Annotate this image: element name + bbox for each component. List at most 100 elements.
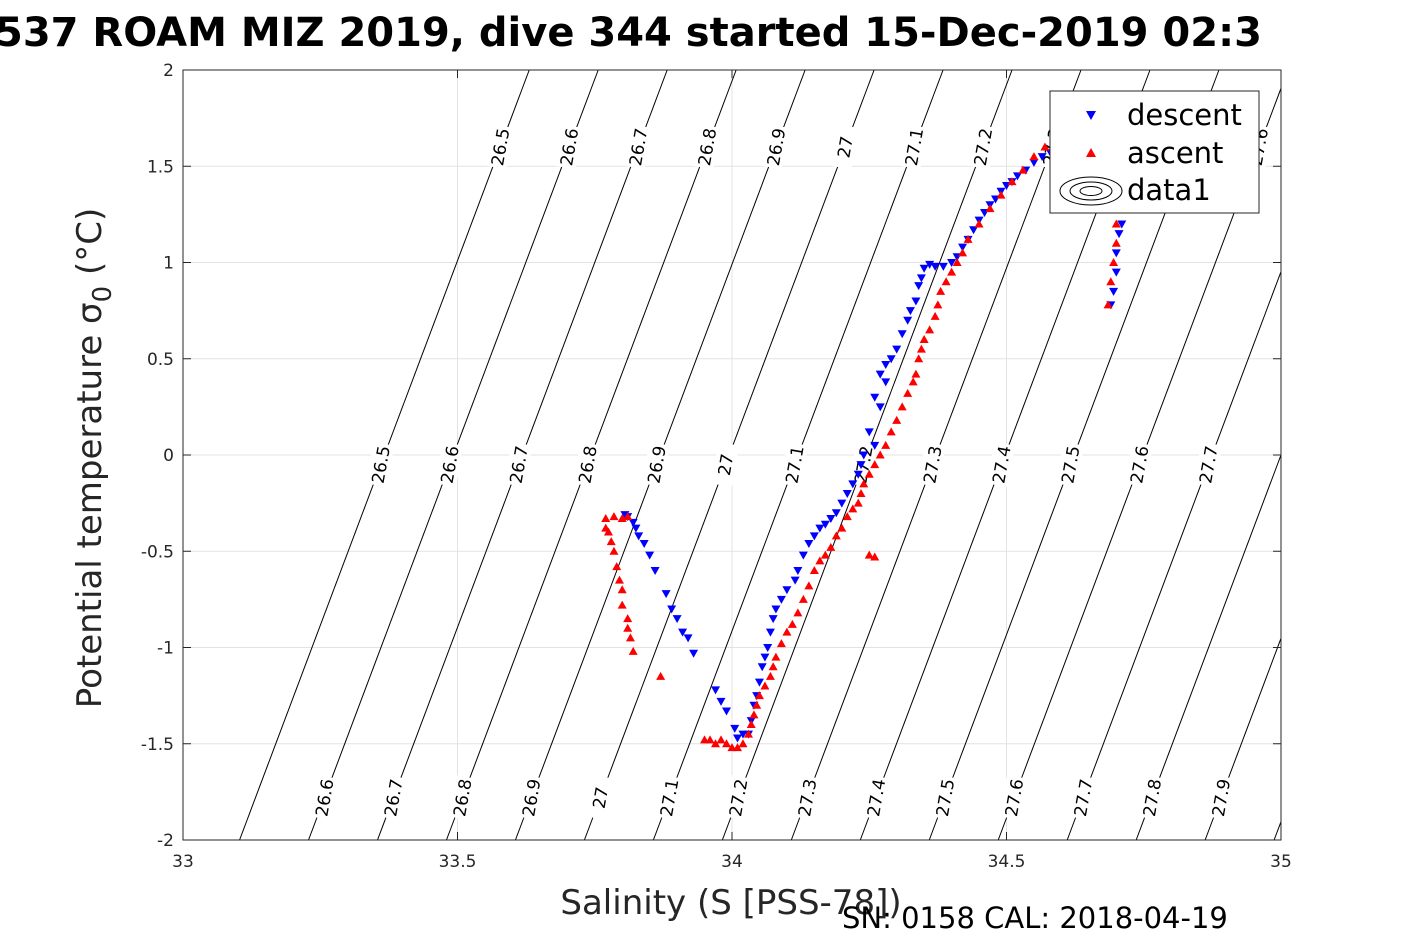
descent-point: [1111, 268, 1121, 277]
descent-point: [1117, 220, 1127, 229]
ascent-point: [722, 739, 732, 748]
ascent-point: [925, 325, 935, 334]
ascent-point: [760, 681, 770, 690]
ascent-point: [656, 671, 666, 680]
ascent-point: [870, 460, 880, 469]
y-tick-label: 0.5: [147, 350, 174, 370]
descent-point: [916, 274, 926, 283]
descent-point: [645, 551, 655, 560]
ascent-point: [831, 531, 841, 540]
ascent-point: [815, 556, 825, 565]
ascent-point: [771, 652, 781, 661]
legend-data1-label: data1: [1127, 173, 1211, 207]
ascent-point: [601, 514, 611, 523]
ascent-point: [914, 354, 924, 363]
descent-point: [1037, 153, 1047, 162]
ascent-point: [947, 267, 957, 276]
ascent-point: [897, 402, 907, 411]
ascent-point: [601, 523, 611, 532]
x-tick-label: 33.5: [439, 852, 477, 872]
descent-point: [911, 297, 921, 306]
ascent-point: [1111, 219, 1121, 228]
ascent-point: [820, 550, 830, 559]
ascent-point: [870, 552, 880, 561]
legend: descent ascent data1: [1049, 90, 1260, 214]
ascent-point: [1106, 277, 1116, 286]
density-contour-line: [1273, 821, 1282, 841]
y-tick-label: 0: [163, 446, 174, 466]
ascent-point: [606, 537, 616, 546]
descent-point: [1029, 158, 1039, 167]
ascent-point: [941, 277, 951, 286]
descent-point: [689, 649, 699, 658]
ascent-point: [864, 550, 874, 559]
descent-point: [1109, 287, 1119, 296]
ascent-point: [782, 627, 792, 636]
y-tick-label: -1.5: [141, 735, 174, 755]
ascent-point: [974, 219, 984, 228]
density-contour-line: [1066, 271, 1282, 841]
descent-point: [683, 634, 693, 643]
y-tick-label: -2: [157, 831, 174, 851]
descent-point: [905, 307, 915, 316]
ascent-point: [612, 562, 622, 571]
descent-point: [716, 697, 726, 706]
descent-point: [870, 393, 880, 402]
descent-point: [826, 515, 836, 524]
serial-calibration-footer: SN: 0158 CAL: 2018-04-19: [842, 901, 1228, 935]
descent-point: [938, 262, 948, 271]
ascent-point: [930, 311, 940, 320]
x-axis-label: Salinity (S [PSS-78]): [560, 883, 901, 923]
descent-point: [631, 524, 641, 533]
ascent-point: [623, 623, 633, 632]
descent-point: [754, 678, 764, 687]
ascent-point: [826, 542, 836, 551]
ascent-point: [933, 300, 943, 309]
descent-point: [897, 330, 907, 339]
descent-point: [639, 540, 649, 549]
svg-text:27: 27: [834, 135, 857, 160]
descent-point: [634, 532, 644, 541]
descent-point: [765, 628, 775, 637]
ascent-point: [628, 646, 638, 655]
ascent-point: [1109, 258, 1119, 266]
ascent-point: [787, 619, 797, 628]
descent-point: [930, 262, 940, 271]
x-tick-label: 33: [172, 852, 194, 872]
ascent-point: [919, 335, 929, 343]
contour-label: 27.3: [792, 775, 821, 821]
ascent-point: [1029, 152, 1039, 161]
descent-point: [848, 480, 858, 489]
descent-point: [661, 590, 671, 599]
y-tick-label: 1: [163, 254, 174, 274]
descent-point: [809, 532, 819, 541]
ascent-point: [752, 700, 762, 709]
ascent-point: [908, 377, 918, 386]
ascent-point: [916, 344, 926, 353]
ascent-point: [1007, 177, 1017, 186]
contour-label: 27.2: [723, 775, 752, 821]
y-axis-label: Potential temperature σ0 (°C): [70, 208, 118, 708]
ascent-point: [853, 498, 863, 507]
x-tick-label: 35: [1270, 852, 1292, 872]
ascent-point: [746, 720, 756, 728]
ascent-point: [1103, 300, 1113, 309]
ascent-point: [1040, 142, 1050, 151]
descent-point: [892, 345, 902, 354]
contour-label: 27: [585, 775, 614, 821]
ascent-point: [716, 735, 726, 744]
descent-point: [757, 663, 767, 672]
ascent-point: [617, 585, 627, 594]
contour-label: 27.9: [1206, 775, 1235, 821]
ascent-point: [963, 234, 973, 243]
descent-point: [763, 644, 773, 652]
ascent-point: [625, 633, 635, 642]
descent-point: [738, 730, 748, 739]
legend-descent-label: descent: [1127, 98, 1242, 132]
ascent-point: [793, 608, 803, 617]
descent-point: [628, 518, 638, 527]
descent-point: [886, 355, 896, 364]
ascent-point: [711, 739, 721, 748]
legend-descent-marker: [1086, 111, 1096, 120]
legend-ascent-label: ascent: [1127, 136, 1223, 170]
